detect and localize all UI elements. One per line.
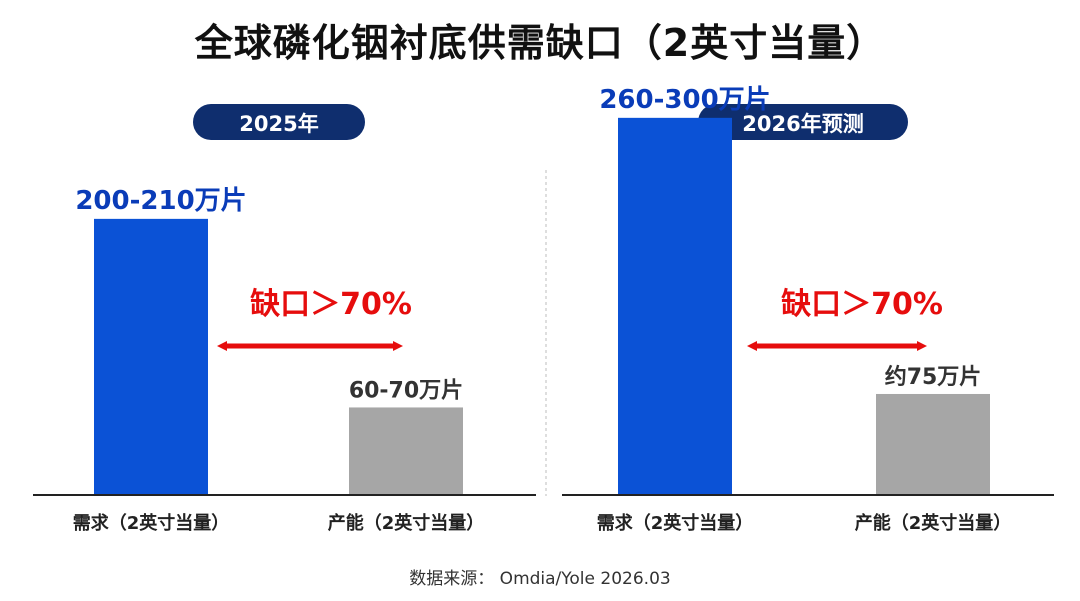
gap-annotation: 缺口＞70% [781, 287, 943, 322]
demand-bar [94, 218, 208, 496]
capacity-value-label: 约75万片 [885, 364, 982, 390]
gap-annotation: 缺口＞70% [250, 287, 412, 322]
chart-title: 全球磷化铟衬底供需缺口（2英寸当量） [194, 21, 886, 65]
panel-title: 2026年预测 [742, 112, 863, 136]
demand-bar [618, 117, 732, 495]
source-note: 数据来源： Omdia/Yole 2026.03 [409, 569, 671, 589]
category-label: 产能（2英寸当量） [328, 512, 485, 534]
demand-value-label: 200-210万片 [75, 186, 246, 216]
panel-title: 2025年 [239, 112, 318, 136]
panel-title-pill [193, 104, 365, 140]
panel-title-pill [698, 104, 908, 140]
charts-canvas: 2025年200-210万片需求（2英寸当量）60-70万片产能（2英寸当量）缺… [33, 85, 1054, 534]
category-label: 需求（2英寸当量） [73, 512, 230, 534]
capacity-bar [876, 393, 990, 495]
capacity-value-label: 60-70万片 [349, 378, 463, 403]
demand-value-label: 260-300万片 [599, 85, 770, 115]
capacity-bar [349, 407, 463, 495]
category-label: 需求（2英寸当量） [597, 512, 754, 534]
category-label: 产能（2英寸当量） [855, 512, 1012, 534]
